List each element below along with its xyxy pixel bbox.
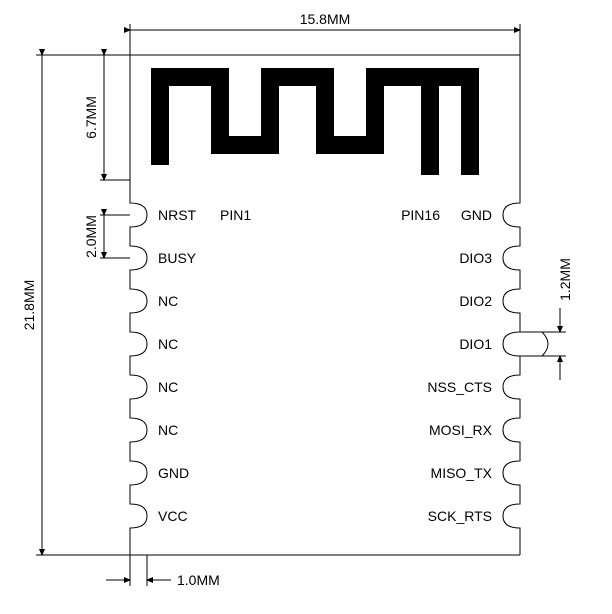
pin-label-left: NC: [158, 422, 178, 438]
pin-label-left: NC: [158, 379, 178, 395]
pin-label-left: GND: [158, 465, 189, 481]
board-left-edge: [130, 55, 147, 555]
dim-padh-label: 1.2MM: [557, 258, 573, 301]
dim-antenna-h-label: 6.7MM: [83, 96, 99, 139]
pin-label-left: VCC: [158, 508, 188, 524]
pad-callout: [520, 332, 548, 356]
pin-label-right: NSS_CTS: [427, 379, 492, 395]
pin-label-left: BUSY: [158, 250, 197, 266]
pin1-ref: PIN1: [220, 207, 251, 223]
pin-label-right: MOSI_RX: [429, 422, 493, 438]
pin-label-left: NRST: [158, 207, 197, 223]
pin-label-left: NC: [158, 336, 178, 352]
dim-width-label: 15.8MM: [300, 11, 351, 27]
dim-pitch-label: 2.0MM: [83, 215, 99, 258]
dim-height-label: 21.8MM: [21, 280, 37, 331]
pin-label-left: NC: [158, 293, 178, 309]
pin-label-right: GND: [461, 207, 492, 223]
pin16-ref: PIN16: [401, 207, 440, 223]
dim-padw-label: 1.0MM: [177, 572, 220, 588]
pin-label-right: DIO3: [459, 250, 492, 266]
pin-label-right: SCK_RTS: [428, 508, 492, 524]
pin-label-right: MISO_TX: [431, 465, 493, 481]
pin-label-right: DIO1: [459, 336, 492, 352]
pin-label-right: DIO2: [459, 293, 492, 309]
board-right-edge: [503, 55, 520, 555]
pcb-antenna: [160, 77, 470, 175]
